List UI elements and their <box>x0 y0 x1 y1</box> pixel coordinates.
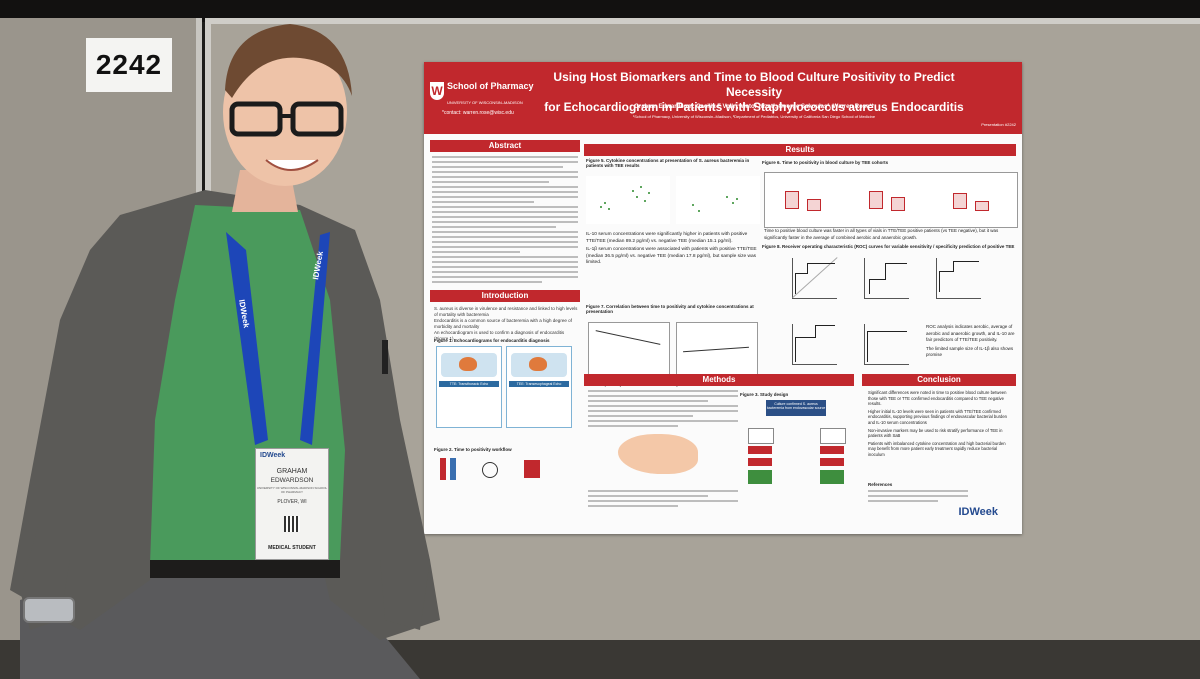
il10-scatter <box>586 176 670 224</box>
references-text <box>868 490 968 505</box>
tte-panel: TTE: Transthoracic Echo <box>436 346 502 428</box>
name-badge: IDWeek GRAHAM EDWARDSON UNIVERSITY OF WI… <box>255 448 329 560</box>
school-name: School of Pharmacy <box>447 81 534 91</box>
results-paragraph: IL-10 serum concentrations were signific… <box>586 232 748 244</box>
title-line-1: Using Host Biomarkers and Time to Blood … <box>553 70 955 99</box>
results-paragraph: IL-1β serum concentrations were associat… <box>586 247 757 265</box>
clock-icon <box>482 462 498 478</box>
introduction-header: Introduction <box>430 290 580 302</box>
poster-title: Using Host Biomarkers and Time to Blood … <box>544 70 964 115</box>
roc-curve-anaerobic <box>864 258 909 299</box>
badge-institution: UNIVERSITY OF WISCONSIN–MADISON SCHOOL O… <box>256 486 328 494</box>
figure-5-title: Figure 5. Cytokine concentrations at pre… <box>586 158 750 168</box>
ttp-box <box>748 470 772 484</box>
contact-email: *contact: warren.rose@wisc.edu <box>442 110 514 116</box>
il1b-box <box>748 458 772 466</box>
intro-bullets: S. aureus is diverse in virulence and re… <box>434 306 578 342</box>
school-logo: W School of Pharmacy UNIVERSITY OF WISCON… <box>430 82 550 105</box>
vessel-illustration <box>618 434 698 474</box>
figure-1-title: Figure 1. Echocardiograms for endocardit… <box>434 338 550 343</box>
abstract-header: Abstract <box>430 140 580 152</box>
idweek-logo: IDWeek <box>958 506 998 518</box>
tte-positive-box <box>748 428 774 444</box>
conclusion-bullet: Non-invasive markers may be used to risk… <box>868 427 1003 439</box>
ceiling <box>0 0 1200 22</box>
badge-last-name: EDWARDSON <box>270 477 314 484</box>
figure-7-title: Figure 7. Correlation between time to po… <box>586 304 754 314</box>
tee-label: TEE: Transesophageal Echo <box>509 381 569 387</box>
university-name: UNIVERSITY OF WISCONSIN–MADISON <box>447 100 523 105</box>
figure-8-title: Figure 8. Receiver operating characteris… <box>762 244 1015 249</box>
roc-curve-il1b <box>864 324 909 365</box>
results-text: IL-10 serum concentrations were signific… <box>586 232 758 267</box>
references-label: References <box>868 482 893 487</box>
roc-curve-il10 <box>792 324 837 365</box>
roc-bullets: ROC analysis indicates aerobic, average … <box>926 324 1016 359</box>
lab-vial-icon <box>524 460 540 478</box>
qr-code-icon <box>284 516 300 532</box>
figure-3-title: Figure 3. Study design <box>740 392 789 397</box>
tte-label: TTE: Transthoracic Echo <box>439 381 499 387</box>
title-line-2: for Echocardiogram in Patients with Stap… <box>544 100 964 114</box>
roc-bullet: ROC analysis indicates aerobic, average … <box>926 324 1015 342</box>
ttp-box <box>820 470 844 484</box>
il10-box <box>748 446 772 454</box>
poster-header: W School of Pharmacy UNIVERSITY OF WISCON… <box>424 62 1022 134</box>
blood-vial-icon <box>440 458 446 480</box>
methods-notes <box>588 490 738 510</box>
tte-negative-box <box>820 428 846 444</box>
blood-vial-icon <box>450 458 456 480</box>
conclusion-bullet: Significant differences were noted in ti… <box>868 390 1007 407</box>
w-crest-icon: W <box>430 82 444 100</box>
wristwatch-icon <box>23 597 75 623</box>
badge-first-name: GRAHAM <box>276 468 308 475</box>
pen-icon <box>382 340 388 374</box>
intro-bullet: An echocardiogram is used to confirm a d… <box>434 330 565 341</box>
conclusion-bullet: Patients with imbalanced cytokine concen… <box>868 440 1006 457</box>
intro-bullet: S. aureus is diverse in virulence and re… <box>434 306 578 317</box>
methods-text <box>588 390 738 430</box>
results-header: Results <box>584 144 1016 156</box>
ttp-boxplots <box>764 172 1018 228</box>
fig6-text: Time to positive blood culture was faste… <box>764 228 999 240</box>
poster-authors: Graham Edwardson¹, Cecilia F Volk¹, Vict… <box>634 104 874 110</box>
booth-number-card: 2242 <box>86 38 172 92</box>
il1b-box <box>820 458 844 466</box>
ttp-il10-plot <box>588 322 670 376</box>
presenter-person: IDWeek IDWeek <box>10 24 440 679</box>
roc-curve-combined <box>936 258 981 299</box>
conclusion-bullet: Higher initial IL-10 levels were seen in… <box>868 408 1007 425</box>
figure-6-title: Figure 6. Time to positivity in blood cu… <box>762 160 889 165</box>
badge-location: PLOVER, WI <box>277 499 307 505</box>
il10-box <box>820 446 844 454</box>
conclusion-bullets: Significant differences were noted in ti… <box>868 390 1014 458</box>
presentation-number: Presentation #2242 <box>981 122 1016 127</box>
abstract-text <box>432 156 578 286</box>
roc-bullet: The limited sample size of IL-1β also sh… <box>926 345 1014 358</box>
roc-curve-aerobic <box>792 257 838 299</box>
poster-affiliations: ¹School of Pharmacy, University of Wisco… <box>632 114 876 119</box>
il1b-scatter <box>676 176 760 224</box>
tee-panel: TEE: Transesophageal Echo <box>506 346 572 428</box>
study-design-box: Culture confirmed S. aureus bacteremia f… <box>766 400 826 416</box>
intro-bullet: Endocarditis is a common source of bacte… <box>434 318 572 329</box>
badge-role: MEDICAL STUDENT <box>268 545 316 551</box>
conclusion-header: Conclusion <box>862 374 1016 386</box>
research-poster: W School of Pharmacy UNIVERSITY OF WISCON… <box>424 62 1022 534</box>
ttp-il1b-plot <box>676 322 758 376</box>
figure-2-title: Figure 2. Time to positivity workflow <box>434 447 512 452</box>
methods-header: Methods <box>584 374 854 386</box>
badge-logo: IDWeek <box>260 452 286 459</box>
